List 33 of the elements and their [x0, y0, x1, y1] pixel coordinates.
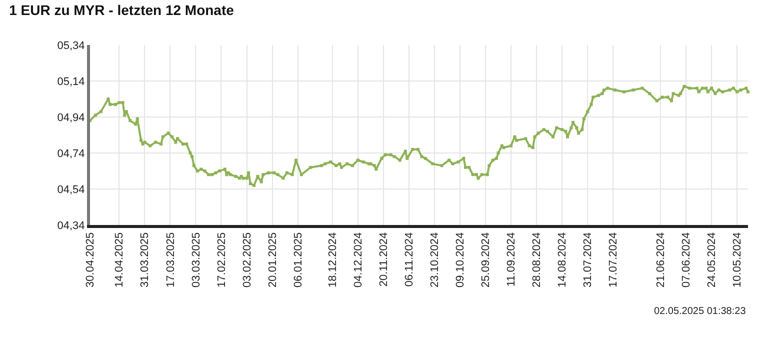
- x-tick-label: 24.05.2024: [706, 232, 718, 288]
- x-tick-label: 23.10.2024: [429, 232, 442, 288]
- x-tick-label: 17.03.2025: [164, 232, 177, 288]
- x-tick-label: 31.03.2025: [139, 232, 152, 288]
- y-tick-label: 04,54: [57, 184, 85, 196]
- x-tick-label: 03.03.2025: [190, 232, 202, 288]
- x-tick-label: 07.06.2024: [680, 232, 693, 288]
- x-tick-label: 21.06.2024: [655, 232, 668, 288]
- x-tick-label: 18.12.2024: [326, 232, 339, 288]
- x-tick-label: 31.07.2024: [582, 232, 594, 288]
- y-tick-label: 04,94: [57, 112, 85, 124]
- x-tick-label: 17.07.2024: [608, 232, 620, 288]
- y-tick-label: 05,34: [57, 40, 85, 52]
- chart-title: 1 EUR zu MYR - letzten 12 Monate: [9, 2, 234, 18]
- x-tick-label: 20.11.2024: [378, 232, 390, 287]
- x-tick-label: 14.08.2024: [556, 232, 569, 288]
- x-tick-label: 20.01.2025: [266, 232, 279, 288]
- y-tick-label: 05,14: [57, 76, 85, 88]
- x-tick-label: 04.12.2024: [352, 232, 365, 288]
- x-tick-label: 30.04.2025: [84, 232, 97, 288]
- x-tick-label: 17.02.2025: [216, 232, 228, 288]
- x-tick-label: 11.09.2024: [506, 232, 518, 287]
- x-tick-label: 28.08.2024: [531, 232, 544, 288]
- y-tick-label: 04,74: [57, 148, 85, 160]
- x-tick-label: 03.02.2025: [241, 232, 254, 288]
- x-tick-label: 06.01.2025: [292, 232, 304, 288]
- y-tick-label: 04,34: [57, 220, 85, 232]
- x-tick-label: 14.04.2025: [114, 232, 126, 288]
- x-tick-label: 09.10.2024: [454, 232, 467, 288]
- x-tick-label: 25.09.2024: [480, 232, 492, 288]
- x-tick-label: 06.11.2024: [404, 232, 416, 287]
- x-tick-label: 10.05.2024: [732, 232, 744, 288]
- text: 02.05.2025 01:38:23: [654, 306, 746, 317]
